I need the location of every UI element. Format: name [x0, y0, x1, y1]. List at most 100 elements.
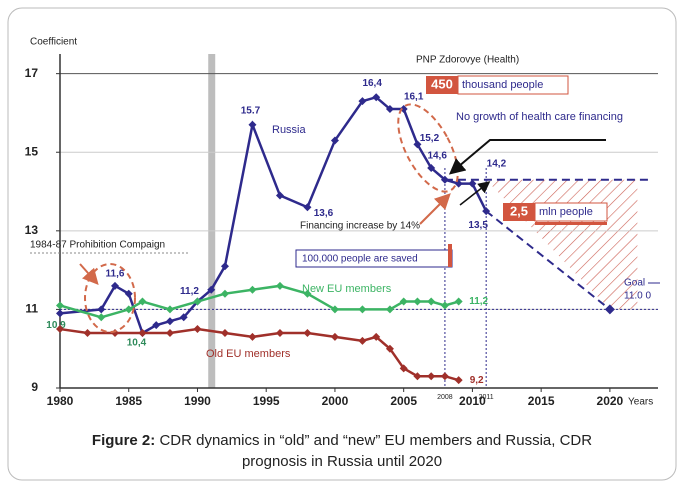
x-tick-label: 2015: [528, 394, 555, 408]
data-point: [220, 328, 229, 337]
highlight: [397, 103, 459, 193]
y-tick-label: 13: [25, 223, 39, 237]
data-point: [193, 297, 202, 306]
data-point: [138, 297, 147, 306]
data-point: [220, 262, 229, 271]
data-point: [248, 120, 257, 129]
caption-text: CDR dynamics in “old” and “new” EU membe…: [159, 432, 592, 449]
data-point: [193, 325, 202, 334]
data-point: [385, 105, 394, 114]
data-point: [152, 321, 161, 330]
data-label: 9,2: [470, 375, 484, 386]
data-point: [303, 289, 312, 298]
card: [7, 7, 677, 481]
data-point: [124, 305, 133, 314]
data-label: 11,6: [106, 268, 125, 279]
caption-line: prognosis in Russia until 2020: [242, 453, 442, 470]
data-point: [330, 305, 339, 314]
year-divider: [208, 54, 216, 388]
y-axis-label: Coefficient: [30, 37, 77, 48]
x-tick-label: 2000: [322, 394, 349, 408]
data-point: [97, 313, 106, 322]
data-label: 10,4: [127, 338, 147, 349]
data-point: [454, 376, 463, 385]
y-tick-label: 9: [31, 380, 38, 394]
x-tick-label: 2005: [390, 394, 417, 408]
goal-value-label: 11.0 0: [624, 291, 651, 302]
data-point: [427, 372, 436, 381]
data-point: [440, 301, 449, 310]
data-point: [124, 289, 133, 298]
underline-bar: [535, 222, 607, 225]
year-marker-label: 2008: [437, 394, 453, 401]
annotation: 450: [431, 76, 453, 91]
data-point: [454, 297, 463, 306]
y-tick-label: 15: [25, 144, 39, 158]
arrow: [419, 193, 451, 225]
annotation: No growth of health care financing: [456, 111, 623, 123]
data-point: [275, 281, 284, 290]
data-point: [165, 328, 174, 337]
data-point: [275, 191, 284, 200]
data-label: 15,2: [420, 133, 440, 144]
callout-box: [534, 202, 608, 222]
data-label: 16,1: [404, 92, 424, 103]
data-point: [248, 332, 257, 341]
data-point: [165, 305, 174, 314]
data-point: [358, 97, 367, 106]
annotation: mln people: [539, 206, 593, 218]
data-label: 11,2: [180, 286, 199, 297]
data-point: [97, 305, 106, 314]
data-point: [399, 364, 408, 373]
series-name: Old EU members: [206, 348, 291, 360]
data-point: [220, 289, 229, 298]
x-tick-label: 1995: [253, 394, 280, 408]
data-point: [358, 305, 367, 314]
callout-box: [457, 75, 569, 95]
x-tick-label: 1985: [115, 394, 142, 408]
annotation: 2,5: [510, 203, 528, 218]
data-point: [372, 93, 381, 102]
x-tick-label: 1980: [47, 394, 74, 408]
arrow: [448, 139, 606, 175]
data-label: 14,2: [487, 158, 507, 169]
data-point: [56, 301, 64, 310]
annotation: Financing increase by 14%: [300, 221, 420, 232]
goal-label: Goal: [624, 278, 645, 289]
y-tick-label: 11: [25, 302, 38, 316]
data-point: [165, 317, 174, 326]
data-point: [138, 328, 147, 337]
y-tick-label: 17: [25, 66, 39, 80]
data-point: [275, 328, 284, 337]
data-point: [399, 105, 408, 114]
data-point: [179, 313, 188, 322]
data-point: [413, 140, 422, 149]
caption-line: Figure 2: CDR dynamics in “old” and “new…: [92, 432, 592, 449]
data-point: [83, 328, 92, 337]
x-tick-label: 1990: [184, 394, 211, 408]
data-point: [427, 163, 436, 172]
data-point: [413, 297, 422, 306]
data-label: 14,6: [427, 151, 447, 162]
arrow: [79, 263, 99, 285]
data-point: [385, 344, 394, 353]
series-name: Russia: [272, 124, 307, 136]
caption-label: Figure 2:: [92, 432, 155, 449]
data-label: 10,9: [46, 320, 66, 331]
data-point: [248, 285, 257, 294]
data-point: [110, 281, 119, 290]
annotation: PNP Zdorovye (Health): [416, 55, 519, 66]
x-axis-label: Years: [628, 397, 653, 408]
data-label: 13,5: [468, 220, 488, 231]
annotation: 100,000 people are saved: [302, 254, 418, 265]
x-tick-label: 2010: [459, 394, 486, 408]
data-label: 11,2: [469, 296, 488, 307]
data-point: [303, 328, 312, 337]
annotation: thousand people: [462, 79, 543, 91]
data-point: [358, 336, 367, 345]
data-point: [207, 285, 216, 294]
series-name: New EU members: [302, 283, 392, 295]
callout-box: [426, 76, 458, 94]
data-point: [385, 305, 394, 314]
